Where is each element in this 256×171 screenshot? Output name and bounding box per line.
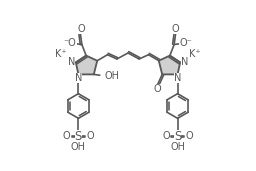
Text: S: S bbox=[174, 130, 181, 143]
Text: O: O bbox=[77, 24, 85, 34]
Text: O: O bbox=[63, 131, 71, 141]
Text: O: O bbox=[86, 131, 94, 141]
Text: N: N bbox=[75, 73, 82, 83]
Text: O: O bbox=[162, 131, 170, 141]
Text: OH: OH bbox=[71, 142, 86, 152]
Text: O: O bbox=[171, 24, 179, 34]
Text: N: N bbox=[68, 57, 76, 67]
Text: N: N bbox=[180, 57, 188, 67]
Text: OH: OH bbox=[104, 71, 119, 81]
Text: ⁻O: ⁻O bbox=[64, 38, 77, 48]
Text: O: O bbox=[185, 131, 193, 141]
Text: K⁺: K⁺ bbox=[189, 49, 200, 59]
Text: O⁻: O⁻ bbox=[179, 38, 192, 48]
Text: S: S bbox=[75, 130, 82, 143]
Text: O: O bbox=[153, 84, 161, 94]
Polygon shape bbox=[159, 56, 180, 74]
Text: N: N bbox=[174, 73, 181, 83]
Text: K⁺: K⁺ bbox=[56, 49, 67, 59]
Text: OH: OH bbox=[170, 142, 185, 152]
Polygon shape bbox=[76, 56, 97, 74]
